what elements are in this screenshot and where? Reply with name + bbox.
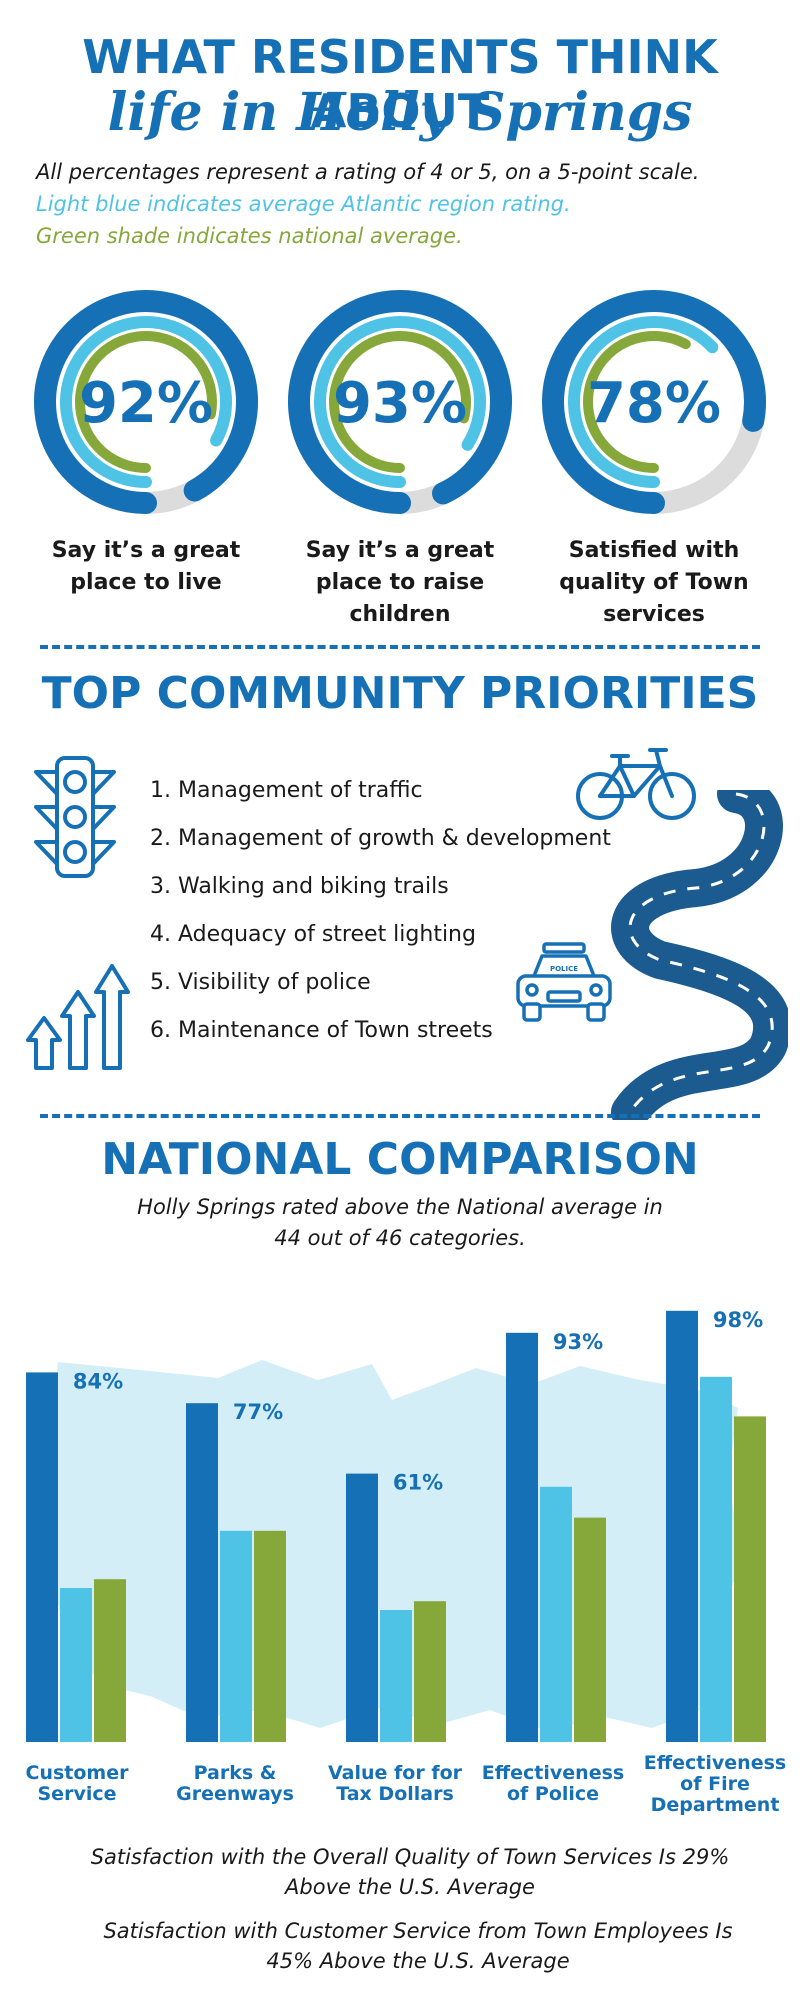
donut-arc-atlantic xyxy=(568,316,719,488)
bar-atlantic xyxy=(220,1530,252,1742)
bar-national xyxy=(254,1530,286,1742)
comparison-title: NATIONAL COMPARISON xyxy=(101,1134,699,1185)
bar-value-label: 77% xyxy=(233,1400,283,1424)
donut-arc-national xyxy=(329,331,471,473)
category-label: Effectiveness of Police xyxy=(481,1762,625,1805)
category-label: Customer Service xyxy=(25,1762,129,1805)
page-title: WHAT RESIDENTS THINK ABOUT xyxy=(82,30,718,138)
category-label: Effectiveness of Fire Department xyxy=(643,1752,787,1816)
footer-note-customer-service: Satisfaction with Customer Service from … xyxy=(103,1919,733,1973)
atlantic-note: Light blue indicates average Atlantic re… xyxy=(36,192,571,216)
bar-national xyxy=(414,1601,446,1742)
list-item: 1. Management of traffic xyxy=(150,778,423,803)
donut-caption-live: Say it’s a great place to live xyxy=(51,538,241,595)
police-car-icon: POLICE xyxy=(516,942,612,1022)
footer-note-town-services: Satisfaction with the Overall Quality of… xyxy=(90,1845,730,1899)
donut-arc-holly-springs xyxy=(542,290,766,514)
bar-holly-springs xyxy=(666,1310,698,1742)
traffic-light-icon xyxy=(34,756,116,878)
bar-holly-springs xyxy=(26,1372,58,1742)
comparison-subtitle: Holly Springs rated above the National a… xyxy=(137,1195,663,1250)
donut-chart-raise-children: 93% xyxy=(288,290,512,514)
bar-national xyxy=(574,1517,606,1742)
priorities-title: TOP COMMUNITY PRIORITIES xyxy=(41,668,759,719)
bar-value-label: 84% xyxy=(73,1369,123,1393)
donut-value-label: 93% xyxy=(333,371,467,436)
donut-caption-raise-children: Say it’s a great place to raise children xyxy=(305,538,495,627)
category-label: Parks & Greenways xyxy=(176,1762,294,1805)
donut-arc-national xyxy=(583,331,691,473)
list-item: 5. Visibility of police xyxy=(150,970,371,995)
donut-chart-town-services: 78% xyxy=(542,290,766,514)
bar-national xyxy=(734,1416,766,1742)
donut-value-label: 78% xyxy=(587,371,721,436)
bar-atlantic xyxy=(540,1486,572,1742)
police-car-label: POLICE xyxy=(550,965,578,973)
bar-atlantic xyxy=(60,1588,92,1742)
bar-value-label: 61% xyxy=(393,1471,443,1495)
donut-value-label: 92% xyxy=(79,371,213,436)
scale-note: All percentages represent a rating of 4 … xyxy=(36,160,700,184)
donut-arc-atlantic xyxy=(60,316,232,488)
section-divider xyxy=(40,1114,760,1118)
list-item: 6. Maintenance of Town streets xyxy=(150,1018,493,1043)
list-item: 2. Management of growth & development xyxy=(150,826,611,851)
section-divider xyxy=(40,645,760,649)
winding-road-icon xyxy=(611,790,788,1120)
page-title-script: life in Holly Springs xyxy=(107,82,693,143)
bar-value-label: 98% xyxy=(713,1308,763,1332)
bar-value-label: 93% xyxy=(553,1330,603,1354)
donut-arc-national xyxy=(75,331,217,473)
donut-arc-holly-springs xyxy=(288,290,512,514)
bar-atlantic xyxy=(380,1610,412,1742)
category-label: Value for for Tax Dollars xyxy=(327,1762,463,1805)
donut-arc-holly-springs xyxy=(34,290,258,514)
donut-arc-atlantic xyxy=(314,316,486,488)
national-note: Green shade indicates national average. xyxy=(36,224,463,248)
priorities-list: 1. Management of traffic 2. Management o… xyxy=(150,778,611,1066)
list-item: 3. Walking and biking trails xyxy=(150,874,449,899)
bicycle-icon xyxy=(576,748,696,820)
bar-holly-springs xyxy=(186,1403,218,1742)
donut-caption-town-services: Satisfied with quality of Town services xyxy=(559,538,749,627)
donut-chart-live: 92% xyxy=(34,290,258,514)
list-item: 4. Adequacy of street lighting xyxy=(150,922,476,947)
bar-holly-springs xyxy=(506,1332,538,1742)
growth-arrows-icon xyxy=(26,964,130,1070)
national-comparison-bar-chart: 84% 77% 61% 93% 98% xyxy=(26,1308,766,1742)
bar-national xyxy=(94,1579,126,1742)
bar-atlantic xyxy=(700,1376,732,1742)
bar-holly-springs xyxy=(346,1473,378,1742)
